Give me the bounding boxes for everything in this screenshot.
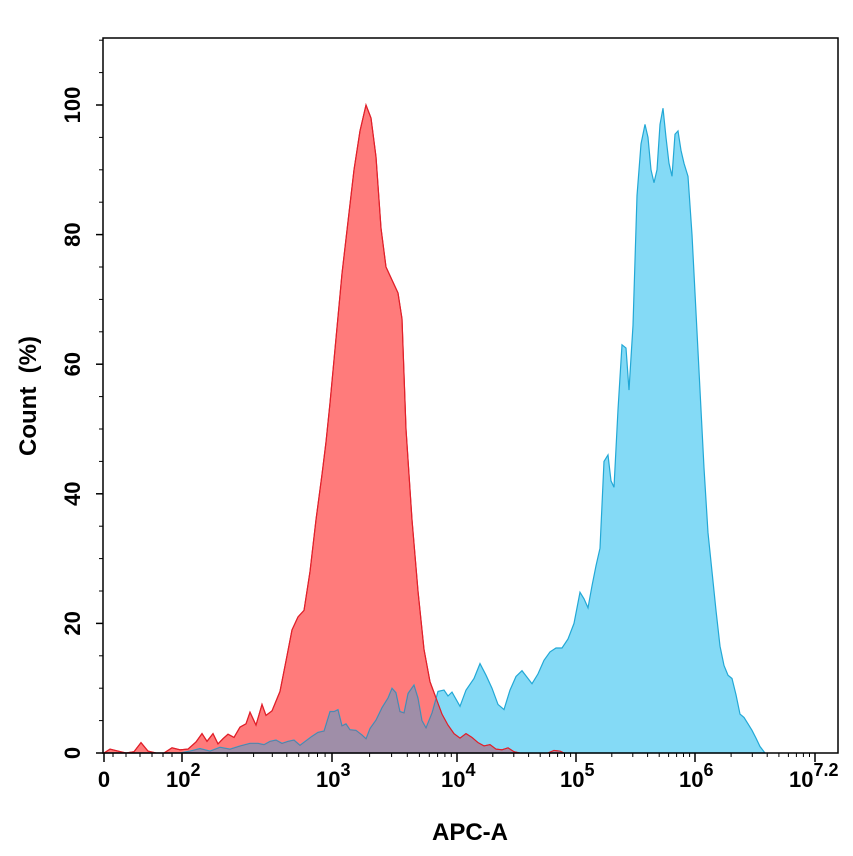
- x-tick-label: 106: [679, 760, 714, 792]
- x-tick-label: 104: [441, 760, 476, 792]
- y-tick-label: 60: [60, 352, 85, 376]
- x-tick-label: 102: [166, 760, 201, 792]
- x-axis: 0 102 103 104 105 106 107.2: [98, 753, 839, 792]
- y-tick-label: 40: [60, 482, 85, 506]
- y-axis: 0 20 40 60 80 100: [60, 39, 103, 759]
- x-tick-label: 0: [98, 767, 110, 792]
- negative-control-histogram: [101, 102, 565, 754]
- y-axis-title: Count (%): [15, 336, 42, 456]
- stained-sample-histogram: [104, 108, 767, 754]
- negative-control-outline: [102, 103, 565, 754]
- y-tick-label: 0: [60, 747, 85, 759]
- y-tick-label: 80: [60, 222, 85, 246]
- y-tick-label: 100: [60, 87, 85, 124]
- y-tick-label: 20: [60, 611, 85, 635]
- x-axis-title: APC-A: [432, 819, 508, 846]
- x-tick-label: 105: [560, 760, 595, 792]
- x-tick-label: 107.2: [789, 760, 839, 792]
- x-tick-label: 103: [316, 760, 351, 792]
- plot-area: [101, 102, 767, 754]
- plot-frame: [102, 37, 839, 754]
